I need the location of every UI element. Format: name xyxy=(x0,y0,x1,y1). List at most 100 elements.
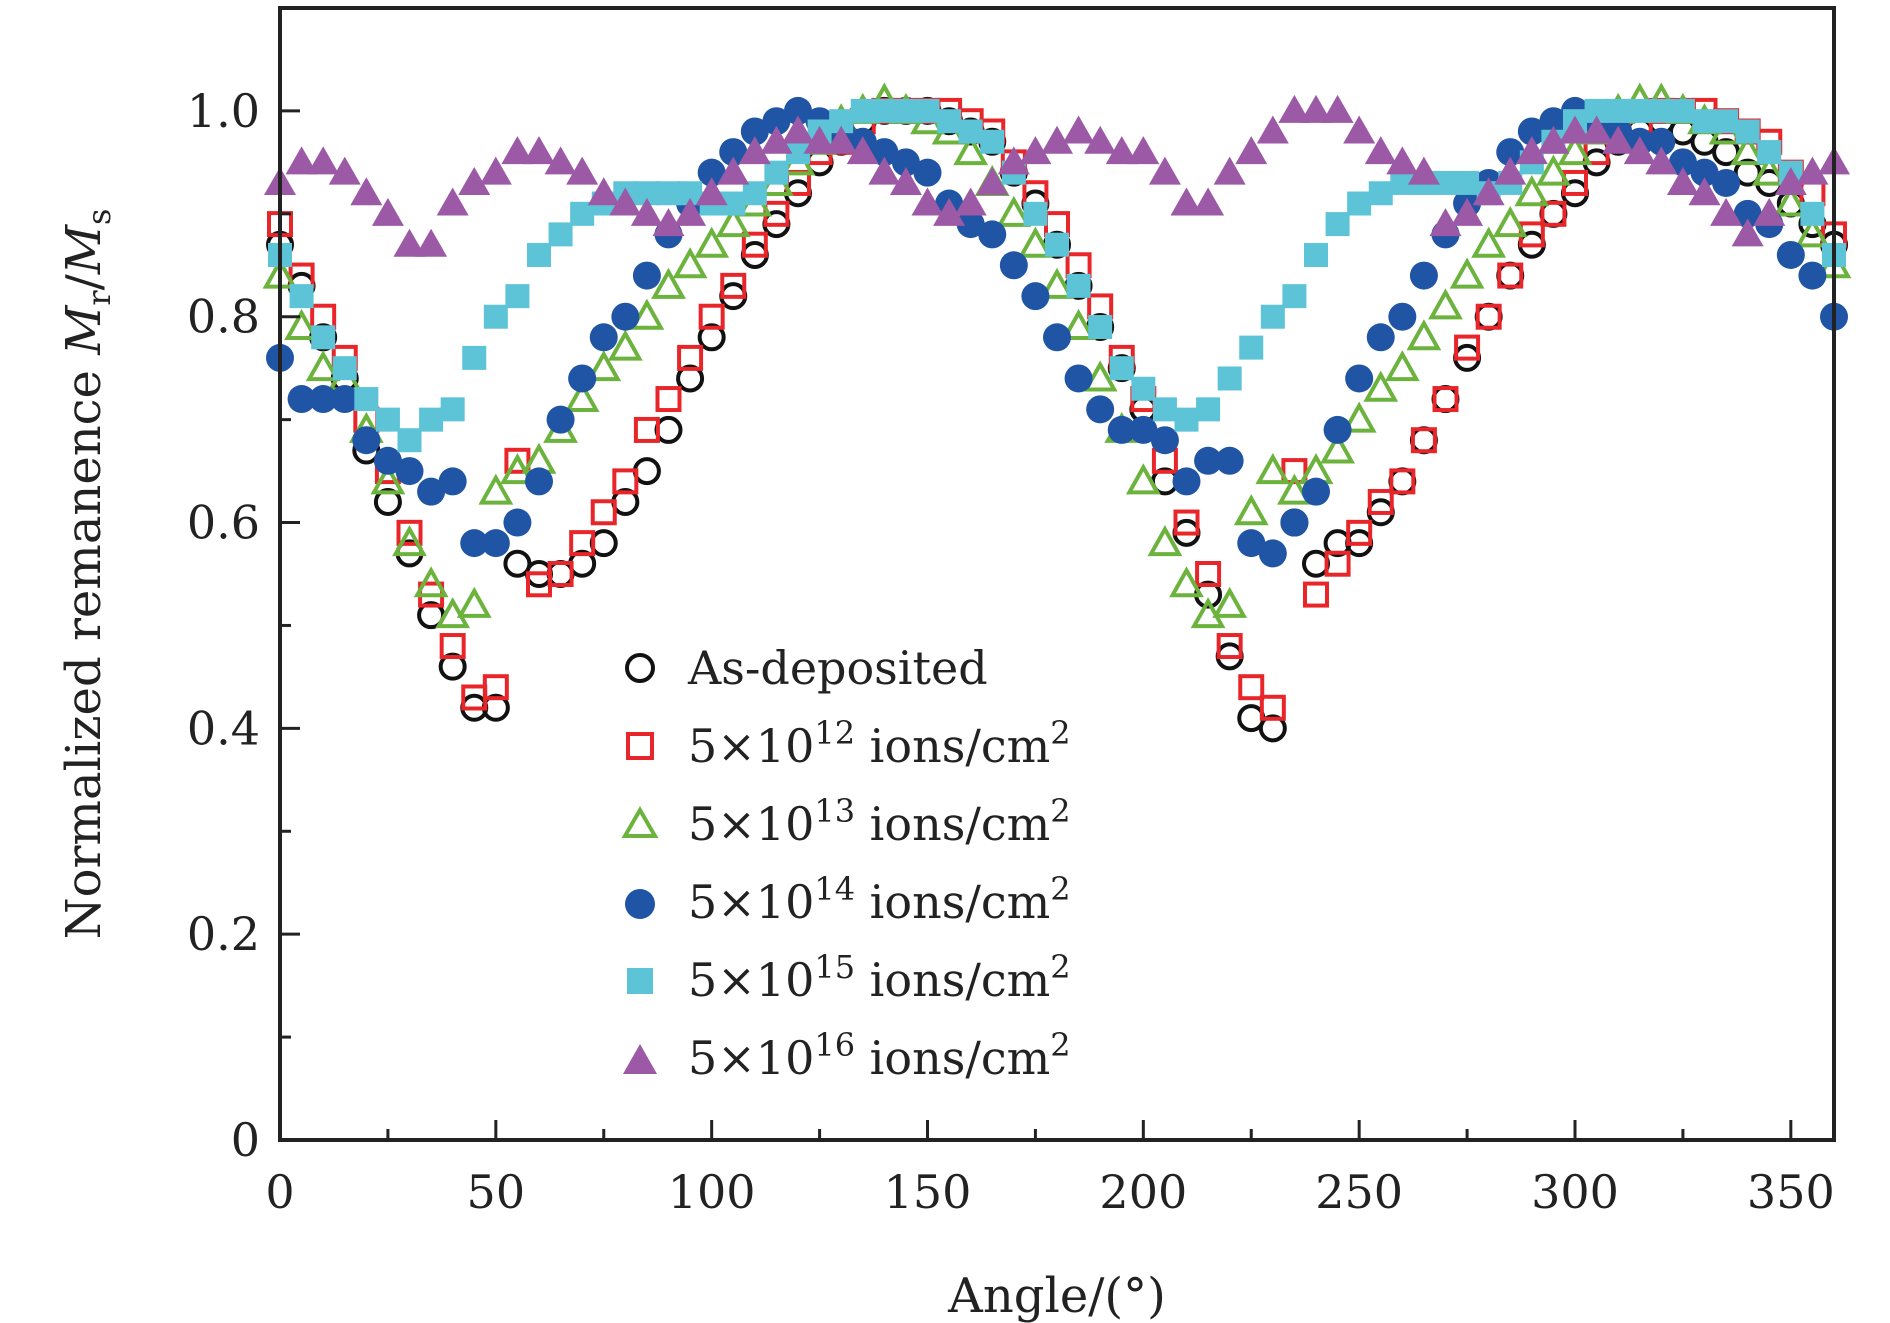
data-point xyxy=(1690,158,1719,187)
legend-label-5e15-mult: 5×10 xyxy=(688,953,814,1007)
data-point xyxy=(889,166,922,195)
data-point xyxy=(1492,206,1528,238)
data-point xyxy=(1389,468,1416,495)
data-point xyxy=(352,426,381,455)
data-point xyxy=(937,109,962,134)
data-point xyxy=(632,261,661,290)
data-point xyxy=(546,405,575,434)
data-point xyxy=(997,146,1030,175)
data-point xyxy=(373,487,402,516)
data-point xyxy=(1386,146,1419,175)
legend-label-5e16: 5×1016 ions/cm2 xyxy=(688,1026,1071,1085)
data-point xyxy=(1773,185,1809,217)
y-tick-label: 1.0 xyxy=(187,84,260,138)
legend-label-5e13-unit: ions/cm xyxy=(855,797,1050,851)
data-point xyxy=(505,284,530,309)
legend-label-5e14-unit-exp: 2 xyxy=(1050,870,1070,908)
x-tick-label: 100 xyxy=(668,1165,756,1219)
data-point xyxy=(1647,127,1676,156)
data-point xyxy=(1323,415,1352,444)
data-point xyxy=(1321,94,1354,123)
data-point xyxy=(1277,473,1312,505)
data-point xyxy=(1061,308,1096,341)
legend-label-as-deposited: As-deposited xyxy=(687,641,988,695)
data-point xyxy=(439,633,466,660)
data-point xyxy=(976,166,1009,195)
data-point xyxy=(1497,262,1524,289)
data-point xyxy=(482,674,509,701)
legend-label-5e14: 5×1014 ions/cm2 xyxy=(688,870,1071,929)
data-point xyxy=(456,586,492,618)
data-point xyxy=(694,226,730,258)
data-point xyxy=(436,187,469,216)
y-axis-title: Normalized remanence Mr/Ms xyxy=(56,209,118,940)
y-axis-title-ms: M xyxy=(56,223,112,275)
legend-label-5e15: 5×1015 ions/cm2 xyxy=(688,948,1071,1007)
data-point xyxy=(483,304,508,329)
x-tick-label: 150 xyxy=(884,1165,972,1219)
data-point xyxy=(415,228,448,257)
data-point xyxy=(503,549,532,578)
data-point xyxy=(999,251,1028,280)
y-axis-title-text: Normalized remanence xyxy=(56,355,112,940)
x-tick-label: 50 xyxy=(467,1165,526,1219)
data-point xyxy=(1045,232,1069,257)
legend-entry-5e12: 5×1012 ions/cm2 xyxy=(626,714,1071,773)
data-point xyxy=(1688,177,1721,206)
data-point xyxy=(419,407,444,432)
data-point xyxy=(1795,216,1830,248)
data-point xyxy=(1194,446,1223,475)
data-point xyxy=(742,181,767,206)
data-point xyxy=(1645,146,1678,175)
data-point xyxy=(1215,446,1244,475)
data-point xyxy=(1731,218,1764,247)
data-point xyxy=(1602,125,1635,154)
data-point xyxy=(1363,370,1399,402)
data-point xyxy=(677,344,704,371)
data-point xyxy=(1169,566,1204,598)
data-point xyxy=(590,499,617,526)
data-point xyxy=(375,407,400,432)
data-point xyxy=(397,428,422,453)
data-point xyxy=(1304,242,1328,267)
data-point xyxy=(1668,148,1697,177)
legend-label-5e12-mult: 5×10 xyxy=(688,719,814,773)
data-point xyxy=(1368,181,1393,206)
data-point xyxy=(1774,166,1807,195)
data-point xyxy=(1282,284,1307,309)
data-point xyxy=(287,385,316,414)
data-point xyxy=(1347,191,1372,216)
data-point xyxy=(609,187,642,216)
data-point xyxy=(913,158,942,187)
data-point xyxy=(1712,168,1741,197)
data-point xyxy=(1192,187,1225,216)
data-point xyxy=(370,463,406,495)
x-tick-label: 350 xyxy=(1747,1165,1835,1219)
data-point xyxy=(1320,432,1355,464)
legend-label-5e15-unit-exp: 2 xyxy=(1050,948,1070,986)
data-point xyxy=(1537,125,1570,154)
data-point xyxy=(501,136,534,165)
legend-label-5e12: 5×1012 ions/cm2 xyxy=(688,714,1071,773)
data-point xyxy=(1407,156,1440,185)
legend-label-5e16-mult: 5×10 xyxy=(688,1031,814,1085)
data-point xyxy=(695,177,728,206)
data-point xyxy=(332,356,357,381)
data-point xyxy=(760,125,793,154)
data-point xyxy=(1710,197,1743,226)
data-point xyxy=(1559,115,1591,144)
data-point xyxy=(741,231,768,258)
data-point xyxy=(589,323,618,352)
data-point xyxy=(676,364,705,393)
data-point xyxy=(395,457,424,486)
data-point xyxy=(1147,525,1183,557)
data-point xyxy=(656,181,681,206)
data-point xyxy=(717,156,750,185)
data-point xyxy=(1730,133,1766,166)
legend-label-5e14-unit: ions/cm xyxy=(855,875,1050,929)
data-point xyxy=(1238,674,1265,701)
data-point xyxy=(651,267,686,299)
data-point xyxy=(911,187,944,216)
data-point xyxy=(1260,304,1285,329)
series-filled-triangle xyxy=(264,94,1850,257)
